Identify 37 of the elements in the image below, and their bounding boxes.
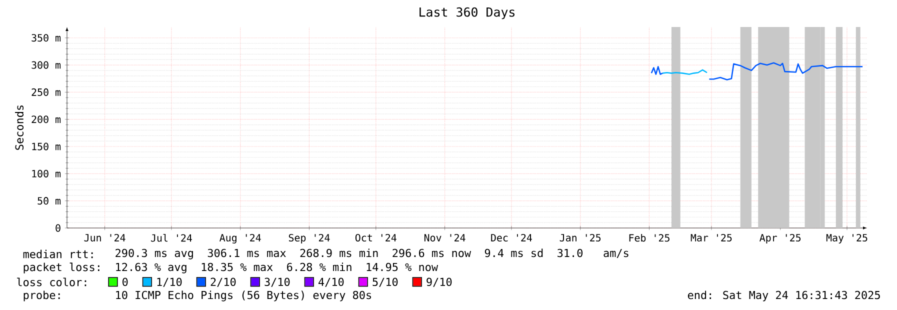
text: packet loss: <box>24 262 100 274</box>
x-tick-label: Feb '25 <box>629 234 670 242</box>
x-tick-label: Oct '24 <box>355 234 396 242</box>
y-tick-label: 200 m <box>32 116 61 124</box>
legend-title: loss color: <box>17 278 86 286</box>
legend-label: 5/10 <box>372 278 398 287</box>
y-tick-label: 0 <box>56 224 60 232</box>
x-tick-label: Sep '24 <box>288 234 330 244</box>
x-tick-label: Nov '24 <box>424 234 466 242</box>
x-tick-label: May '25 <box>826 234 868 244</box>
text: 10 ICMP Echo Pings (56 Bytes) every 80s <box>116 290 372 302</box>
text: end: Sat May 24 16:31:43 2025 <box>688 290 880 302</box>
legend-label: 4/10 <box>318 278 344 287</box>
legend-label: 2/10 <box>210 278 236 287</box>
y-tick-label: 250 m <box>32 88 61 96</box>
y-tick-label: 150 m <box>32 142 61 150</box>
legend-label: 3/10 <box>264 278 290 287</box>
y-tick-label: 300 m <box>32 61 61 69</box>
x-tick-label: Dec '24 <box>491 234 532 242</box>
y-tick-label: 50 m <box>38 197 61 205</box>
x-tick-label: Jul '24 <box>150 234 192 242</box>
x-tick-label: Aug '24 <box>220 234 261 244</box>
text: 12.63 % avg 18.35 % max 6.28 % min 14.95 % now <box>116 262 438 274</box>
legend-label: 9/10 <box>426 278 452 287</box>
chart-title: Last 360 Days <box>420 7 514 20</box>
legend-label: 0 <box>122 278 128 286</box>
y-axis-title: Seconds <box>15 105 24 150</box>
y-tick-label: 350 m <box>32 34 61 42</box>
x-tick-label: Apr '25 <box>760 234 801 244</box>
y-tick-label: 100 m <box>32 170 61 178</box>
x-tick-label: Jan '25 <box>560 234 601 242</box>
legend-label: 1/10 <box>157 278 182 287</box>
text: probe: <box>24 290 60 302</box>
text: 290.3 ms avg 306.1 ms max 268.9 ms min 296.6 ms now 9.4 ms sd 31.0 am/s <box>116 248 628 260</box>
x-tick-label: Jun '24 <box>84 234 126 242</box>
text: median rtt: <box>23 250 93 258</box>
x-tick-label: Mar '25 <box>690 234 732 242</box>
